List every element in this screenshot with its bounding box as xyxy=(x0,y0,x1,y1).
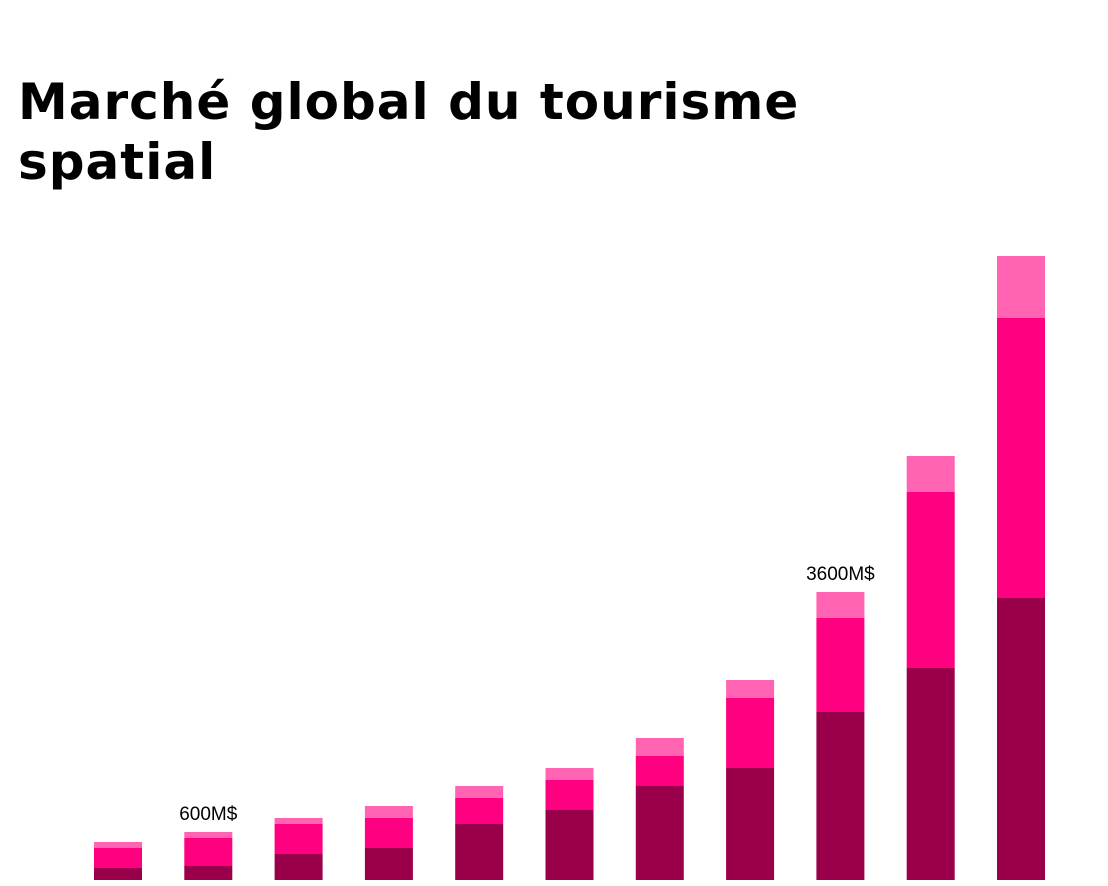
bar-segment xyxy=(455,786,504,798)
bar-segment xyxy=(274,818,323,824)
bar-segment xyxy=(906,668,955,880)
bar-segment xyxy=(364,806,413,818)
bar-segment xyxy=(364,818,413,848)
bar-segment xyxy=(906,492,955,668)
bar-segment xyxy=(274,824,323,854)
bar-segment xyxy=(816,712,865,880)
bar-segment xyxy=(726,680,775,698)
chart-title: Marché global du tourisme spatial xyxy=(18,73,800,191)
bar-segment xyxy=(726,768,775,880)
bar-segment xyxy=(274,854,323,880)
bar-segment xyxy=(635,738,684,756)
bar-segment xyxy=(997,256,1045,318)
data-label: 600M$ xyxy=(179,804,238,825)
bar-segment xyxy=(455,824,504,880)
bar-segment xyxy=(184,832,233,838)
bar-segment xyxy=(816,618,865,712)
bar-segment xyxy=(364,848,413,880)
bar-segment xyxy=(94,848,142,868)
bar-segment xyxy=(997,598,1045,880)
bar-segment xyxy=(545,768,594,780)
bar-segment xyxy=(726,698,775,768)
data-label: 3600M$ xyxy=(806,564,875,585)
bar-segment xyxy=(816,592,865,618)
bar-segment xyxy=(94,868,142,880)
bar-segment xyxy=(184,838,233,866)
bar-segment xyxy=(455,798,504,824)
bar-segment xyxy=(545,780,594,810)
bar-segment xyxy=(997,318,1045,598)
bar-segment xyxy=(635,786,684,880)
bar-segment xyxy=(906,456,955,492)
bar-segment xyxy=(94,842,142,848)
bar-segment xyxy=(635,756,684,786)
bar-segment xyxy=(184,866,233,880)
bar-segment xyxy=(545,810,594,880)
